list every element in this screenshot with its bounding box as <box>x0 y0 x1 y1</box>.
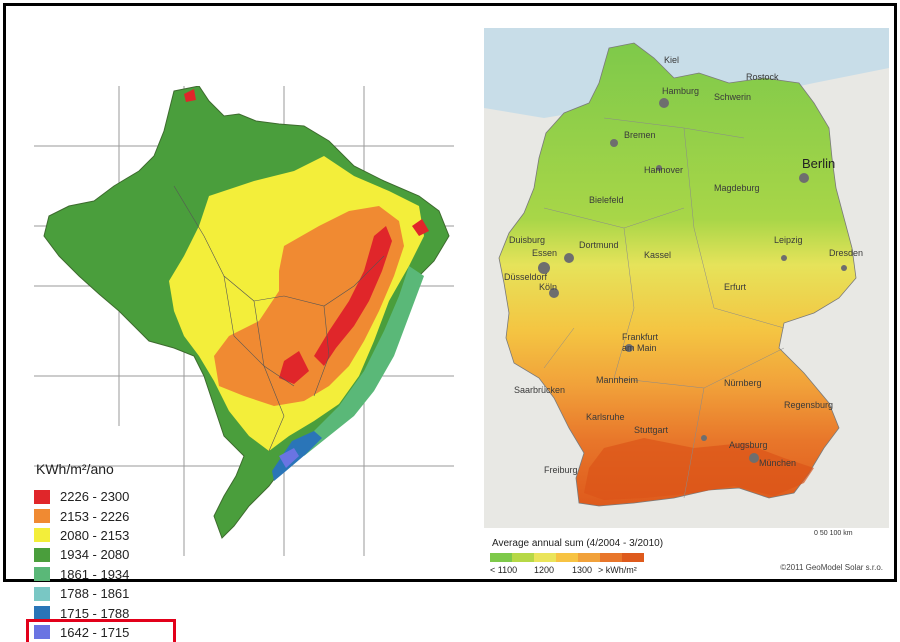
germany-zone-south <box>584 438 814 500</box>
legend-swatch <box>34 606 50 621</box>
germany-shape <box>498 42 857 507</box>
city-hannover: Hannover <box>644 165 683 175</box>
scale-label-low: < 1100 <box>490 565 518 575</box>
legend-label: 1861 - 1934 <box>60 566 130 582</box>
brazil-zone-red-2 <box>279 351 309 384</box>
legend-rows: 2226 - 2300 2153 - 2226 2080 - 2153 1934 - … <box>26 487 184 642</box>
city-berlin: Berlin <box>802 156 835 171</box>
legend-row: 1861 - 1934 <box>34 565 184 584</box>
city-duisburg: Duisburg <box>509 235 545 245</box>
city-essen: Essen <box>532 248 557 258</box>
legend-row: 1788 - 1861 <box>34 584 184 603</box>
scale-segment <box>490 553 512 562</box>
germany-city-dots <box>538 98 847 463</box>
scale-segment <box>534 553 556 562</box>
scale-segment <box>556 553 578 562</box>
brazil-zone-orange <box>214 206 404 406</box>
brazil-irradiation-map: KWh/m²/ano 2226 - 2300 2153 - 2226 2080 - … <box>24 86 464 642</box>
city-augsburg: Augsburg <box>729 440 768 450</box>
legend-swatch <box>34 586 50 601</box>
legend-label: 1715 - 1788 <box>60 605 130 621</box>
legend-swatch <box>34 567 50 582</box>
city-dresden: Dresden <box>829 248 863 258</box>
brazil-zone-lowest <box>279 448 299 468</box>
legend-swatch <box>34 489 50 504</box>
city-saarbruecken: Saarbrücken <box>514 385 565 395</box>
legend-row-highlighted: 1642 - 1715 <box>26 618 176 642</box>
city-freiburg: Freiburg <box>544 465 578 475</box>
city-hamburg: Hamburg <box>662 86 699 96</box>
city-kiel: Kiel <box>664 55 679 65</box>
germany-color-scale <box>490 553 644 562</box>
scale-segment <box>578 553 600 562</box>
legend-row: 2080 - 2153 <box>34 526 184 545</box>
brazil-zone-red-4 <box>184 89 196 102</box>
legend-swatch <box>34 528 50 543</box>
scale-label-1200: 1200 <box>534 565 555 575</box>
city-karlsruhe: Karlsruhe <box>586 412 625 422</box>
legend-label: 2226 - 2300 <box>60 489 130 505</box>
city-am-main: am Main <box>622 343 657 353</box>
city-nuernberg: Nürnberg <box>724 378 762 388</box>
city-koeln: Köln <box>539 282 557 292</box>
distance-scale-label: 0 50 100 km <box>814 530 853 537</box>
germany-state-borders <box>543 117 785 499</box>
city-mannheim: Mannheim <box>596 375 638 385</box>
legend-swatch <box>34 509 50 524</box>
legend-row: 2226 - 2300 <box>34 487 184 506</box>
brazil-state-borders <box>173 185 385 452</box>
legend-label: 1788 - 1861 <box>60 586 130 602</box>
legend-row: 1934 - 2080 <box>34 545 184 564</box>
legend-label: 1642 - 1715 <box>60 624 130 640</box>
brazil-zone-coastal-green <box>304 266 424 456</box>
city-bielefeld: Bielefeld <box>589 195 624 205</box>
germany-scale-ticks: < 1100 1200 1300 > kWh/m² <box>490 565 650 577</box>
city-kassel: Kassel <box>644 250 671 260</box>
scale-label-high: > kWh/m² <box>598 565 637 575</box>
city-regensburg: Regensburg <box>784 400 833 410</box>
city-stuttgart: Stuttgart <box>634 425 669 435</box>
city-leipzig: Leipzig <box>774 235 803 245</box>
scale-segment <box>600 553 622 562</box>
legend-label: 2080 - 2153 <box>60 527 130 543</box>
legend-title: KWh/m²/ano <box>36 461 114 477</box>
germany-map-graphic: Kiel Rostock Hamburg Schwerin Bremen Ber… <box>484 28 889 528</box>
city-dortmund: Dortmund <box>579 240 619 250</box>
brazil-zone-red-3 <box>412 219 429 236</box>
city-muenchen: München <box>759 458 796 468</box>
city-frankfurt: Frankfurt <box>622 332 659 342</box>
legend-row: 1715 - 1788 <box>34 603 184 622</box>
figure-frame: KWh/m²/ano 2226 - 2300 2153 - 2226 2080 - … <box>3 3 897 642</box>
legend-swatch <box>34 547 50 562</box>
legend-row: 2153 - 2226 <box>34 506 184 525</box>
city-magdeburg: Magdeburg <box>714 183 760 193</box>
city-bremen: Bremen <box>624 130 656 140</box>
north-sea <box>484 28 889 118</box>
scale-segment <box>622 553 644 562</box>
brazil-map-graphic <box>34 86 454 556</box>
city-duesseldorf: Düsseldorf <box>504 272 548 282</box>
legend-label: 1934 - 2080 <box>60 547 130 563</box>
city-rostock: Rostock <box>746 72 779 82</box>
germany-irradiation-map: Kiel Rostock Hamburg Schwerin Bremen Ber… <box>484 28 889 578</box>
city-schwerin: Schwerin <box>714 92 751 102</box>
city-erfurt: Erfurt <box>724 282 747 292</box>
legend-swatch <box>34 625 50 640</box>
germany-caption: Average annual sum (4/2004 - 3/2010) <box>492 538 664 549</box>
scale-segment <box>512 553 534 562</box>
copyright-notice: ©2011 GeoModel Solar s.r.o. <box>780 563 883 572</box>
brazil-legend: KWh/m²/ano 2226 - 2300 2153 - 2226 2080 - … <box>26 461 184 642</box>
legend-label: 2153 - 2226 <box>60 508 130 524</box>
scale-label-1300: 1300 <box>572 565 593 575</box>
brazil-zone-red-1 <box>314 226 392 366</box>
